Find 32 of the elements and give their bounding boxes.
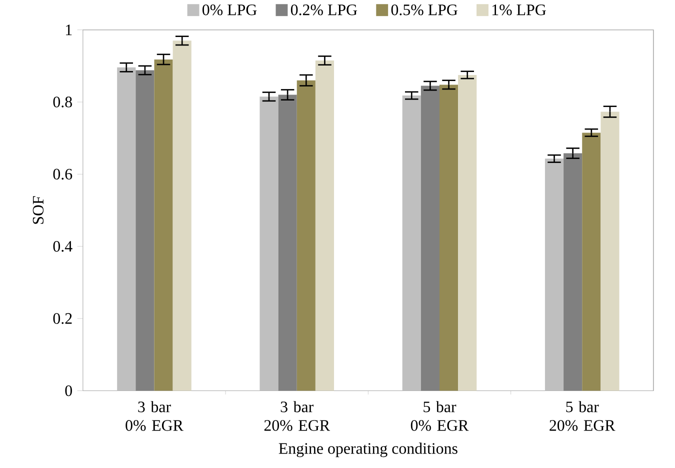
bar [260,96,278,391]
bar [439,84,458,391]
bar [564,153,582,391]
bar [278,94,297,391]
x-tick-label: 3 bar 20% EGR [264,401,330,432]
bar [544,158,564,391]
y-tick-label: 0.2 [53,313,72,324]
x-tick-label: 5 bar 0% EGR [410,401,469,432]
bar [172,40,192,391]
legend-label: 0% LPG [202,4,257,16]
y-tick-label: 0.6 [53,168,72,180]
y-tick-label: 0.8 [53,96,72,108]
legend-label: 1% LPG [492,4,546,16]
bar [582,132,601,391]
bar [402,96,421,391]
y-tick-label: 1 [66,24,72,36]
bar [136,70,154,391]
bar [420,86,440,391]
bar [600,112,620,391]
x-tick-label: 3 bar 0% EGR [126,401,184,432]
y-tick-label: 0.4 [53,241,72,252]
bar [154,60,173,391]
legend-label: 0.2% LPG [290,4,358,16]
y-tick-label: 0 [65,386,72,396]
x-tick-label: 5 bar 20% EGR [550,401,616,432]
x-axis-title: Engine operating conditions [278,442,458,458]
bar [458,75,477,391]
bar [315,60,334,391]
y-axis-title: SOF [32,196,44,224]
bar [117,68,136,391]
bar [296,80,316,391]
legend-label: 0.5% LPG [391,4,458,16]
